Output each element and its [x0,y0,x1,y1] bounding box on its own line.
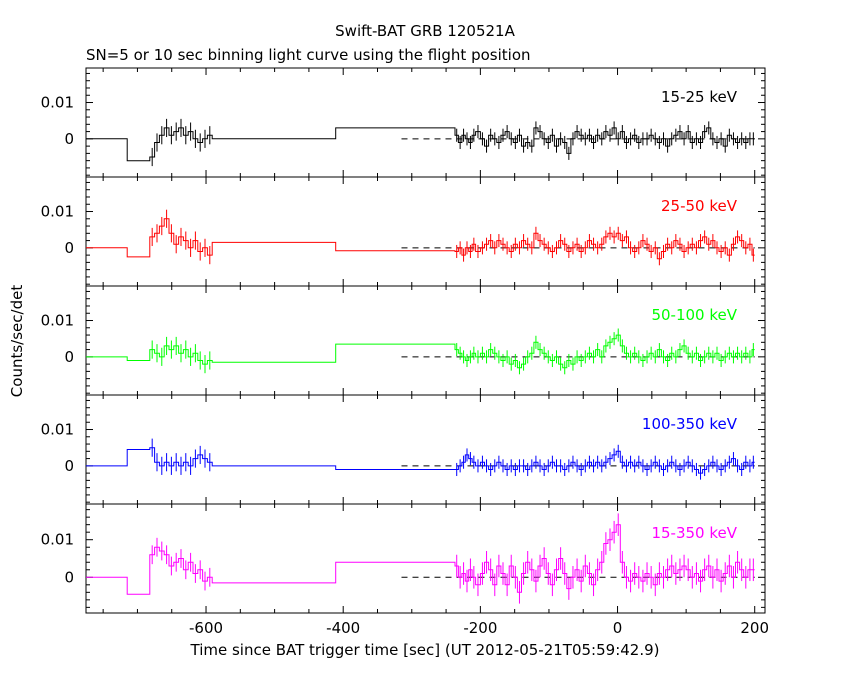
light-curve-4 [86,524,755,595]
y-tick-label: 0 [64,568,74,586]
panel-3: 0.01 0 100-350 keV [41,394,766,505]
y-tick-label: 0 [64,457,74,475]
x-tick-label: -400 [326,619,360,637]
light-curve-0 [86,127,755,162]
panel-frame [85,503,766,614]
y-tick-label: 0 [64,348,74,366]
y-tick-label: 0.01 [41,203,74,221]
panels-group: 0.01 0 15-25 keV 0.01 0 25-50 keV 0.01 0 50-100 … [41,67,769,637]
panel-4: 0.01 0 15-350 keV [41,503,766,614]
panel-frame [85,176,766,287]
x-tick-label: 0 [613,619,623,637]
light-curve-1 [86,218,755,260]
chart-subtitle: SN=5 or 10 sec binning light curve using… [86,46,531,64]
band-label: 15-350 keV [651,524,737,542]
y-tick-label: 0.01 [41,312,74,330]
band-label: 15-25 keV [661,88,738,106]
light-curve-3 [86,447,755,474]
chart-title: Swift-BAT GRB 120521A [335,22,515,40]
panel-0: 0.01 0 15-25 keV [41,67,766,178]
x-tick-label: -600 [189,619,223,637]
panel-frame [85,285,766,396]
panel-frame [85,394,766,505]
light-curve-2 [86,334,755,369]
y-tick-label: 0 [64,130,74,148]
x-tick-label: 200 [740,619,769,637]
band-label: 100-350 keV [642,415,738,433]
x-tick-label: -200 [463,619,497,637]
y-tick-label: 0.01 [41,531,74,549]
y-tick-label: 0 [64,239,74,257]
band-label: 50-100 keV [651,306,737,324]
y-tick-label: 0.01 [41,94,74,112]
panel-2: 0.01 0 50-100 keV [41,285,766,396]
x-axis-label: Time since BAT trigger time [sec] (UT 20… [190,641,660,659]
band-label: 25-50 keV [661,197,738,215]
y-tick-label: 0.01 [41,421,74,439]
panel-1: 0.01 0 25-50 keV [41,176,766,287]
panel-frame [85,67,766,178]
y-axis-label: Counts/sec/det [8,285,26,398]
